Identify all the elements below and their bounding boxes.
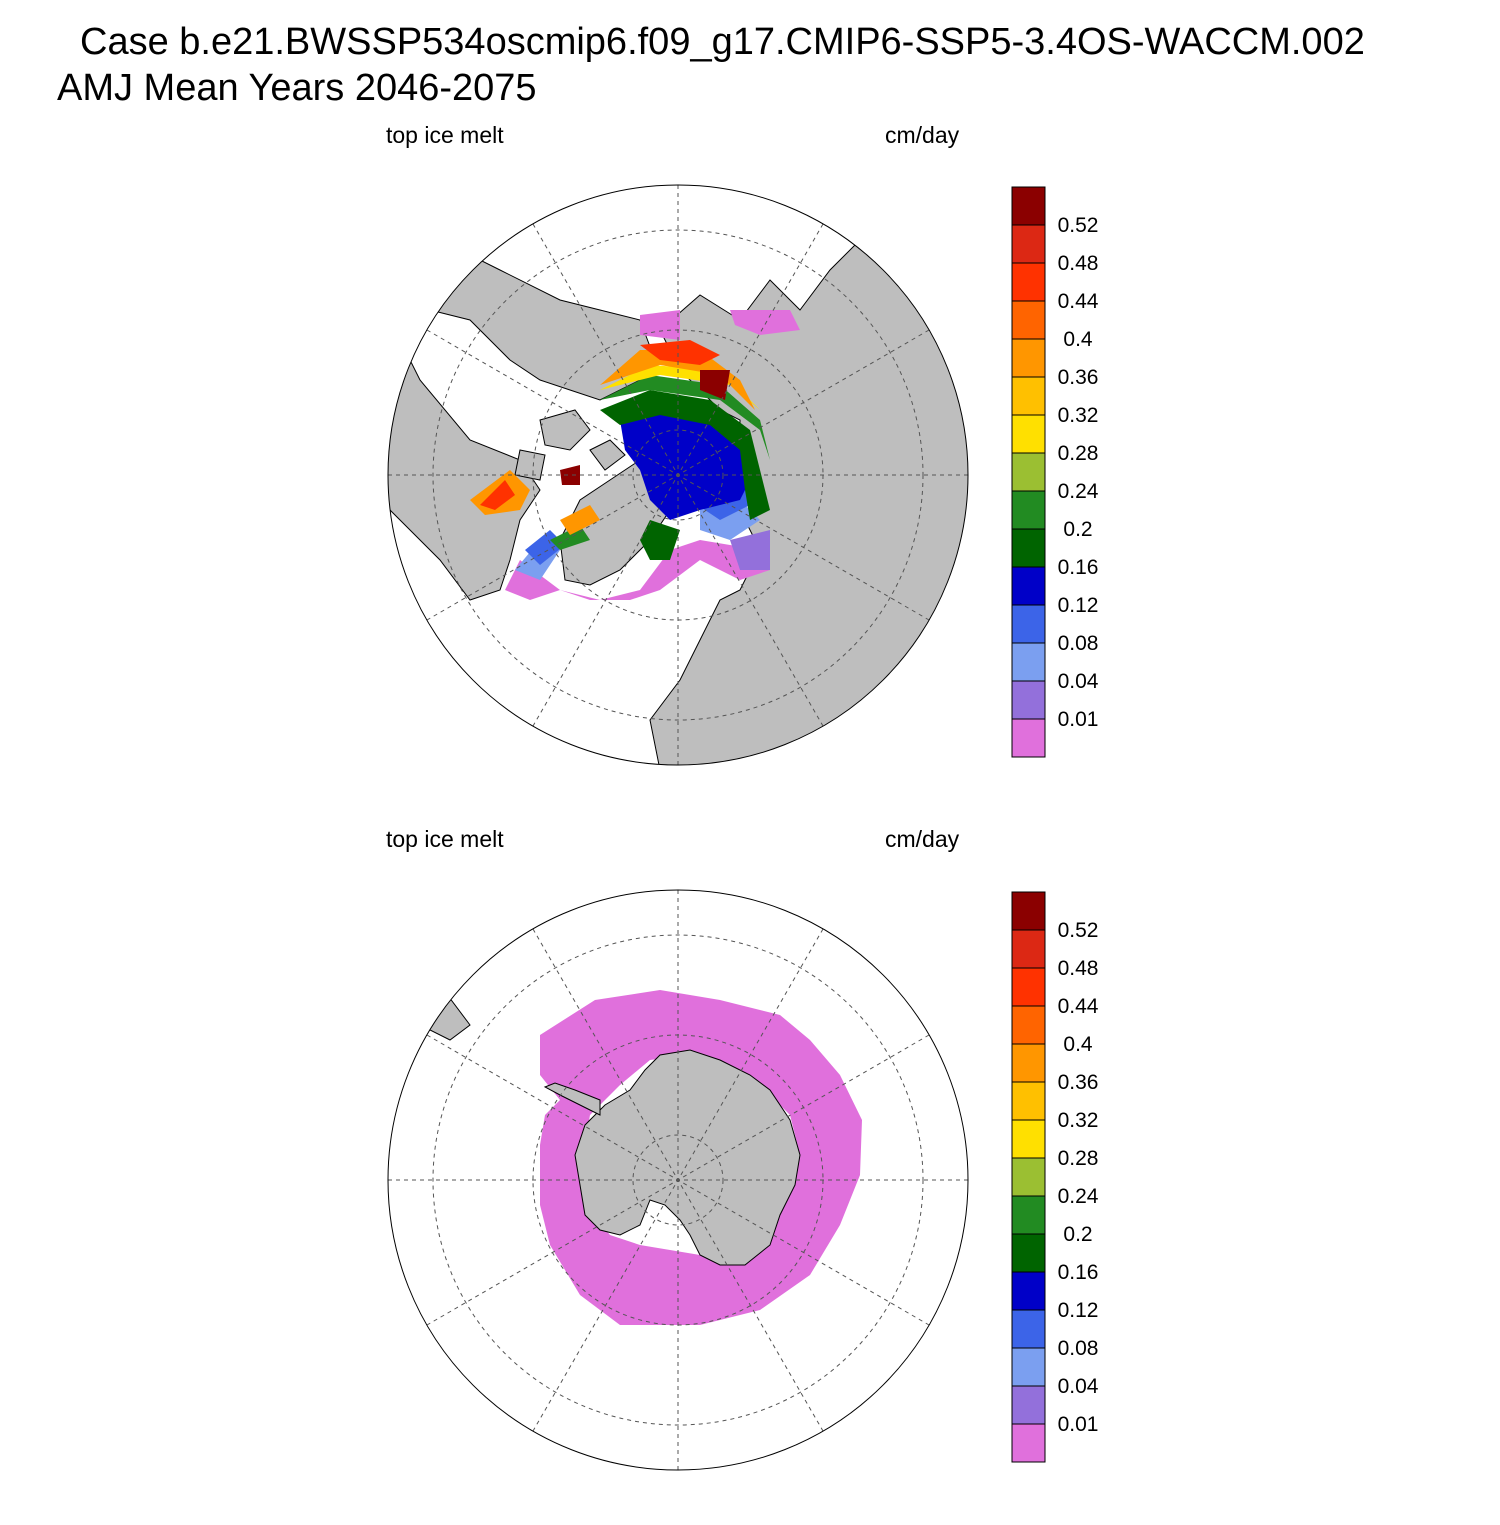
colorbar-tick-label: 0.2 [1063, 1223, 1092, 1246]
figure-title: Case b.e21.BWSSP534oscmip6.f09_g17.CMIP6… [80, 21, 1365, 63]
colorbar-tick-label: 0.24 [1058, 480, 1099, 503]
colorbar-tick-label: 0.28 [1058, 1147, 1099, 1170]
colorbar-box [1011, 604, 1046, 644]
colorbar-box [1011, 1347, 1046, 1387]
colorbar-tick-label: 0.4 [1063, 328, 1093, 351]
colorbar-box [1011, 1005, 1046, 1045]
colorbar-tick-label: 0.32 [1058, 1109, 1099, 1132]
colorbar-box [1011, 1423, 1046, 1463]
arctic-polar-map: 0.52 0.48 0.44 0.4 0.36 0.32 0.28 0.24 0.2 0.16 0.… [387, 184, 1099, 766]
antarctic-peninsula-land [543, 1082, 601, 1116]
antarctic-map-border [387, 889, 969, 1471]
south-america-land [388, 934, 471, 1041]
colorbar-box [1011, 186, 1046, 226]
colorbar-tick-label: 0.28 [1058, 442, 1099, 465]
colorbar-tick-label: 0.01 [1058, 1413, 1099, 1436]
colorbar-tick-label: 0.16 [1058, 556, 1099, 579]
arctic-sea-ice-melt-field [470, 310, 800, 600]
colorbar-box [1011, 1081, 1046, 1121]
colorbar-tick-label: 0.16 [1058, 1261, 1099, 1284]
colorbar-box [1011, 376, 1046, 416]
arctic-colorbar: 0.52 0.48 0.44 0.4 0.36 0.32 0.28 0.24 0.2 0.16 0.… [1011, 186, 1099, 758]
arctic-map-border [387, 184, 969, 766]
antarctic-graticule [388, 890, 968, 1470]
colorbar-tick-label: 0.4 [1063, 1033, 1093, 1056]
colorbar-tick-label: 0.01 [1058, 708, 1099, 731]
colorbar-box [1011, 891, 1046, 931]
colorbar-tick-label: 0.32 [1058, 404, 1099, 427]
colorbar-box [1011, 1385, 1046, 1425]
colorbar-box [1011, 414, 1046, 454]
colorbar-box [1011, 300, 1046, 340]
ice-band-red [480, 340, 720, 510]
colorbar-tick-label: 0.48 [1058, 957, 1099, 980]
colorbar-tick-label: 0.44 [1058, 290, 1099, 313]
colorbar-tick-label: 0.12 [1058, 594, 1099, 617]
colorbar-box [1011, 1309, 1046, 1349]
ice-band-darkred [560, 370, 730, 485]
colorbar-tick-label: 0.12 [1058, 1299, 1099, 1322]
south-panel-variable-label: top ice melt [386, 826, 504, 852]
antarctic-sea-ice-melt-field [540, 990, 862, 1325]
colorbar-box [1011, 680, 1046, 720]
ice-band-pink [505, 540, 770, 600]
colorbar-tick-label: 0.52 [1058, 919, 1099, 942]
arctic-graticule [388, 185, 968, 765]
ice-band-pink-north [640, 310, 800, 340]
colorbar-tick-label: 0.04 [1058, 1375, 1099, 1398]
colorbar-tick-label: 0.2 [1063, 518, 1092, 541]
colorbar-box [1011, 718, 1046, 758]
colorbar-box [1011, 1157, 1046, 1197]
ice-band-darkgreen [600, 390, 770, 560]
north-panel-units-label: cm/day [885, 122, 960, 148]
colorbar-tick-label: 0.52 [1058, 214, 1099, 237]
colorbar-tick-label: 0.24 [1058, 1185, 1099, 1208]
arctic-land-and-ice [388, 219, 968, 765]
colorbar-tick-label: 0.04 [1058, 670, 1099, 693]
colorbar-tick-label: 0.44 [1058, 995, 1099, 1018]
colorbar-box [1011, 338, 1046, 378]
colorbar-box [1011, 967, 1046, 1007]
colorbar-box [1011, 1271, 1046, 1311]
colorbar-box [1011, 566, 1046, 606]
colorbar-box [1011, 929, 1046, 969]
colorbar-tick-label: 0.36 [1058, 366, 1099, 389]
archipelago-land [514, 409, 626, 481]
colorbar-box [1011, 224, 1046, 264]
colorbar-box [1011, 1119, 1046, 1159]
ice-band-purple [730, 530, 770, 570]
south-panel-units-label: cm/day [885, 826, 960, 852]
colorbar-box [1011, 528, 1046, 568]
colorbar-box [1011, 1043, 1046, 1083]
colorbar-box [1011, 1233, 1046, 1273]
figure-subtitle: AMJ Mean Years 2046-2075 [57, 67, 537, 109]
colorbar-tick-label: 0.08 [1058, 1337, 1099, 1360]
colorbar-tick-label: 0.36 [1058, 1071, 1099, 1094]
colorbar-box [1011, 490, 1046, 530]
north-panel-variable-label: top ice melt [386, 122, 504, 148]
colorbar-box [1011, 1195, 1046, 1235]
antarctic-polar-map: 0.52 0.48 0.44 0.4 0.36 0.32 0.28 0.24 0.2 0.16 0.… [387, 889, 1099, 1471]
antarctic-colorbar: 0.52 0.48 0.44 0.4 0.36 0.32 0.28 0.24 0.2 0.16 0.… [1011, 891, 1099, 1463]
colorbar-box [1011, 452, 1046, 492]
colorbar-box [1011, 262, 1046, 302]
colorbar-box [1011, 642, 1046, 682]
antarctica-land [574, 1049, 801, 1266]
colorbar-tick-label: 0.08 [1058, 632, 1099, 655]
colorbar-tick-label: 0.48 [1058, 252, 1099, 275]
